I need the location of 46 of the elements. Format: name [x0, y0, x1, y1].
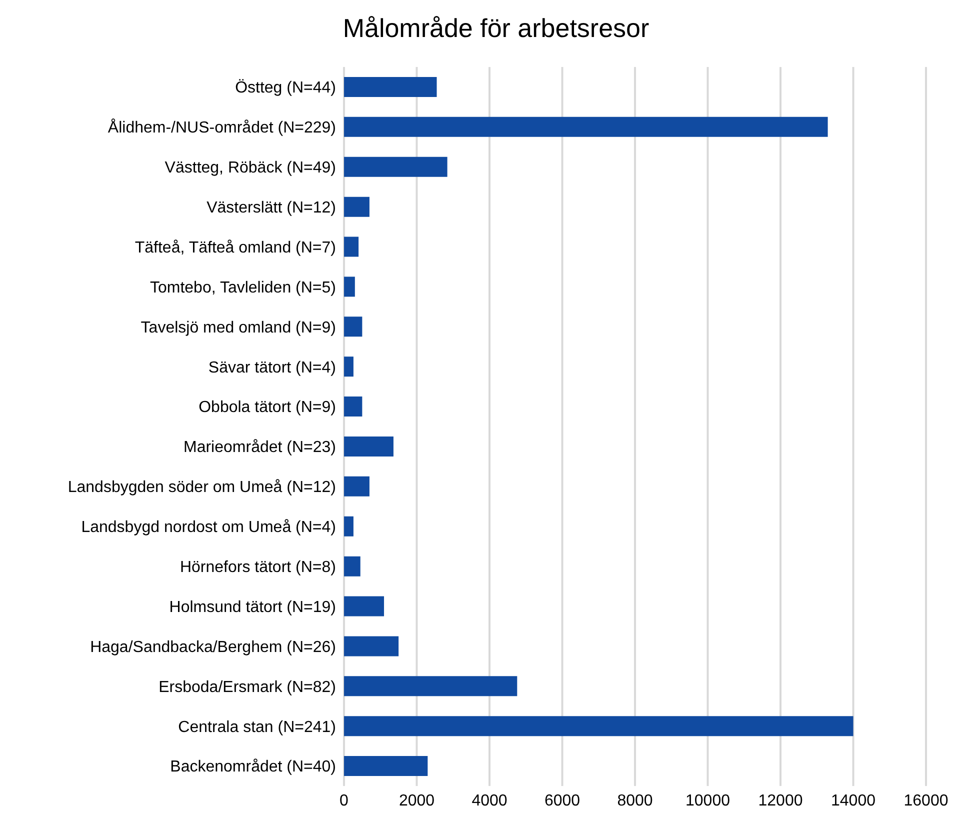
bar [344, 116, 828, 137]
y-tick-label: Marieområdet (N=23) [184, 439, 336, 456]
bar [344, 356, 354, 377]
x-tick-label: 0 [340, 792, 349, 810]
y-tick-label: Sävar tätort (N=4) [208, 359, 336, 376]
bar [344, 196, 370, 217]
bar [344, 676, 518, 696]
bar [344, 156, 448, 177]
bar [344, 396, 362, 417]
x-tick-label: 6000 [544, 792, 580, 810]
y-tick-label: Backenområdet (N=40) [170, 758, 336, 776]
y-tick-label: Tomtebo, Tavleliden (N=5) [150, 279, 336, 296]
bar [344, 436, 394, 456]
x-tick-label: 16000 [904, 792, 948, 810]
bar [344, 716, 854, 736]
bar [344, 516, 354, 536]
y-tick-label: Tavelsjö med omland (N=9) [140, 319, 336, 336]
y-tick-label: Täfteå, Täfteå omland (N=7) [134, 239, 336, 256]
y-tick-label: Obbola tätort (N=9) [198, 399, 336, 416]
y-tick-label: Östteg (N=44) [235, 78, 336, 97]
bar [344, 316, 362, 337]
x-tick-label: 12000 [758, 792, 803, 810]
y-tick-label: Västerslätt (N=12) [206, 199, 336, 216]
y-tick-label: Haga/Sandbacka/Berghem (N=26) [90, 638, 336, 656]
y-tick-label: Västteg, Röbäck (N=49) [164, 160, 336, 177]
y-tick-label: Holmsund tätort (N=19) [169, 598, 336, 616]
x-tick-label: 10000 [686, 792, 730, 810]
y-tick-label: Landsbygden söder om Umeå (N=12) [68, 479, 336, 496]
y-tick-label: Centrala stan (N=241) [178, 718, 336, 736]
x-tick-label: 4000 [472, 792, 508, 810]
y-tick-label: Ålidhem-/NUS-området (N=229) [108, 118, 336, 137]
y-tick-label: Landsbygd nordost om Umeå (N=4) [81, 519, 336, 536]
bar [344, 76, 437, 97]
chart-title: Målområde för arbetsresor [342, 12, 650, 45]
bar [344, 636, 399, 656]
bar [344, 756, 428, 776]
bar [344, 236, 359, 257]
bar [344, 476, 370, 496]
y-tick-label: Ersboda/Ersmark (N=82) [158, 678, 336, 696]
bar [344, 276, 355, 297]
x-tick-label: 14000 [831, 792, 876, 810]
bar [344, 596, 384, 616]
x-tick-label: 8000 [617, 792, 653, 810]
bar [344, 556, 360, 576]
y-tick-label: Hörnefors tätort (N=8) [180, 558, 336, 576]
x-tick-label: 2000 [398, 792, 435, 810]
